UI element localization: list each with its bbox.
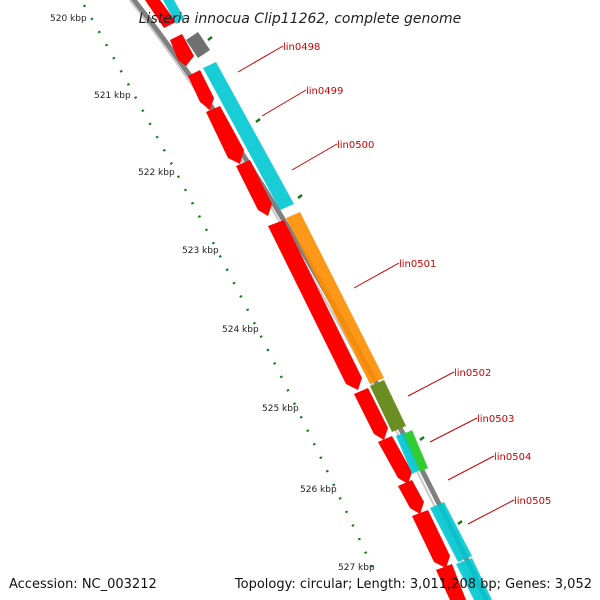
gene-label-lin0501: lin0501 bbox=[399, 259, 436, 270]
tick-label-523kbp: 523 kbp bbox=[182, 246, 219, 256]
cds-feature bbox=[188, 70, 214, 110]
anchor-dash bbox=[457, 520, 463, 525]
cds-feature bbox=[145, 0, 176, 28]
anchor-dash bbox=[297, 194, 303, 199]
map-title: Listeria innocua Clip11262, complete gen… bbox=[139, 11, 461, 27]
accession-text: Accession: NC_003212 bbox=[9, 577, 157, 592]
grey-feature bbox=[186, 32, 210, 58]
cds-feature bbox=[412, 510, 450, 568]
leader-line bbox=[353, 262, 400, 289]
anchor-dash bbox=[207, 36, 213, 41]
cds-feature bbox=[398, 480, 424, 514]
gene-label-lin0500: lin0500 bbox=[337, 140, 374, 151]
leader-lines bbox=[237, 45, 515, 525]
gene-label-lin0504: lin0504 bbox=[494, 452, 531, 463]
leader-line bbox=[237, 45, 284, 73]
cds-feature bbox=[206, 106, 244, 164]
leader-line bbox=[447, 455, 495, 481]
tick-label-527kbp: 527 kbp bbox=[338, 563, 375, 573]
cds-feature bbox=[378, 436, 412, 484]
leader-line bbox=[291, 143, 338, 171]
blast-hit-orange bbox=[286, 212, 384, 384]
cds-feature bbox=[236, 160, 272, 216]
gene-label-lin0502: lin0502 bbox=[454, 368, 491, 379]
blast-hit bbox=[456, 558, 492, 600]
blast-hit-olive bbox=[370, 380, 406, 432]
gene-label-lin0499: lin0499 bbox=[306, 86, 343, 97]
leader-line bbox=[429, 417, 478, 443]
blast-hit bbox=[163, 0, 184, 24]
blast-track-cyan bbox=[163, 0, 492, 600]
gene-label-lin0503: lin0503 bbox=[477, 414, 514, 425]
gene-label-lin0505: lin0505 bbox=[514, 496, 551, 507]
blast-hit bbox=[430, 502, 472, 562]
tick-label-524kbp: 524 kbp bbox=[222, 325, 259, 335]
gene-label-lin0498: lin0498 bbox=[283, 42, 320, 53]
blast-hit-green bbox=[404, 430, 428, 472]
anchor-dash bbox=[255, 118, 261, 123]
leader-line bbox=[407, 371, 455, 397]
blast-hit bbox=[203, 62, 294, 210]
tick-label-521kbp: 521 kbp bbox=[94, 91, 131, 101]
cds-feature bbox=[268, 220, 362, 390]
tick-label-525kbp: 525 kbp bbox=[262, 404, 299, 414]
genome-summary-text: Topology: circular; Length: 3,011,208 bp… bbox=[234, 577, 592, 592]
cds-feature bbox=[436, 564, 466, 600]
blast-hit bbox=[396, 432, 420, 474]
anchor-dash bbox=[419, 436, 425, 441]
tick-label-522kbp: 522 kbp bbox=[138, 168, 175, 178]
cds-track bbox=[145, 0, 466, 600]
tick-label-526kbp: 526 kbp bbox=[300, 485, 337, 495]
cds-feature bbox=[354, 388, 388, 440]
leader-line bbox=[467, 499, 515, 525]
leader-line bbox=[261, 89, 307, 117]
tick-label-520kbp: 520 kbp bbox=[50, 14, 87, 24]
anchor-dashes bbox=[207, 36, 463, 525]
cds-feature bbox=[170, 34, 194, 66]
